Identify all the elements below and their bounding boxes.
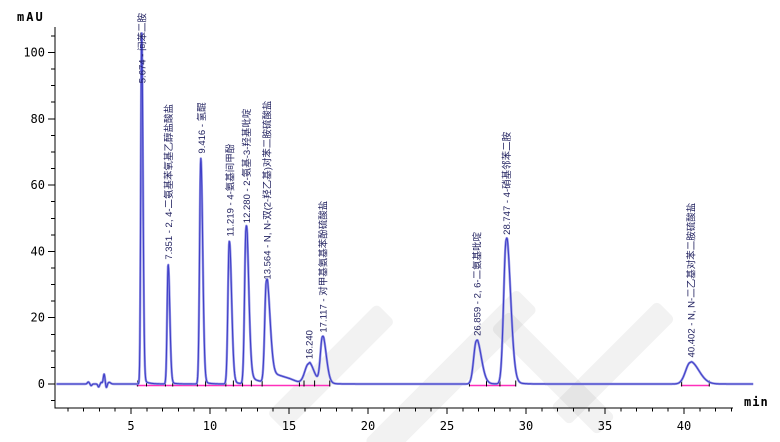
x-tick-label: 5 xyxy=(127,419,134,433)
y-tick-label: 100 xyxy=(23,46,45,60)
y-axis-unit-label: mAU xyxy=(17,10,45,24)
peak-label: 11.219 - 4-氨基间甲酚 xyxy=(224,143,236,236)
y-tick-label: 0 xyxy=(38,377,45,391)
x-axis-unit-label: min xyxy=(744,395,769,409)
x-tick-label: 40 xyxy=(677,419,691,433)
peak-label: 26.859 - 2, 6-二氨基吡啶 xyxy=(471,231,483,336)
peak-label: 5.674 - 间苯二胺 xyxy=(137,13,149,84)
y-tick-label: 40 xyxy=(31,244,45,258)
peak-label: 17.117 - 对甲基氨基苯酚硫酸盐 xyxy=(317,200,329,332)
x-tick-label: 10 xyxy=(203,419,217,433)
x-tick-label: 15 xyxy=(282,419,296,433)
peak-label: 13.564 - N, N-双(2-羟乙基)对苯二胺硫酸盐 xyxy=(261,100,273,279)
x-tick-label: 25 xyxy=(440,419,454,433)
x-tick-label: 20 xyxy=(361,419,375,433)
x-tick-label: 30 xyxy=(519,419,533,433)
peak-label: 7.351 - 2, 4-二氨基苯氧基乙醇盐酸盐 xyxy=(163,103,175,259)
x-tick-label: 35 xyxy=(598,419,612,433)
peak-label: 28.747 - 4-硝基邻苯二胺 xyxy=(501,131,513,234)
signal-trace xyxy=(56,32,754,388)
signal-trace-halo xyxy=(55,31,755,389)
peak-label: 12.280 - 2-氨基-3-羟基吡啶 xyxy=(241,108,253,223)
peak-label: 16.240 xyxy=(305,330,316,359)
peak-label: 40.402 - N, N-二乙基对苯二胺硫酸盐 xyxy=(685,202,697,357)
peak-label: 9.416 - 氢醌 xyxy=(196,102,208,154)
y-tick-label: 20 xyxy=(31,311,45,325)
y-tick-label: 60 xyxy=(31,178,45,192)
axis-frame xyxy=(54,27,733,409)
y-tick-label: 80 xyxy=(31,112,45,126)
